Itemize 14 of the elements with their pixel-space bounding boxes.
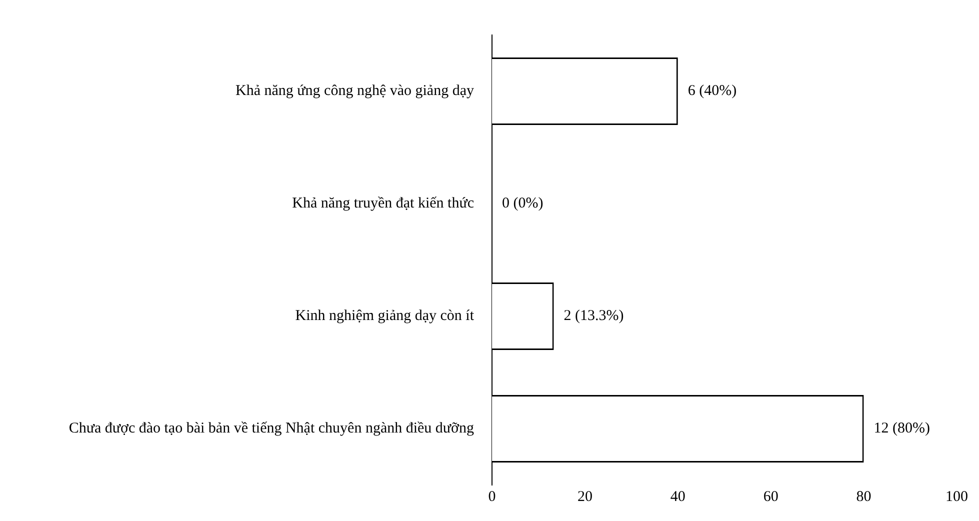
- y-tick-label: Khả năng ứng công nghệ vào giảng dạy: [236, 83, 474, 100]
- x-tick-label: 20: [577, 488, 592, 505]
- x-tick-label: 40: [670, 488, 686, 505]
- data-label: 2 (13.3%): [564, 308, 624, 324]
- x-tick-label: 60: [763, 488, 778, 505]
- y-tick-label: Chưa được đào tạo bài bản về tiếng Nhật chuyên ngành điều dưỡng: [68, 420, 474, 437]
- data-label: 12 (80%): [874, 420, 930, 437]
- x-tick-label: 80: [856, 488, 872, 505]
- y-tick-label: Khả năng truyền đạt kiến thức: [292, 196, 474, 212]
- data-label: 6 (40%): [688, 83, 737, 100]
- y-tick-label: Kinh nghiệm giảng dạy còn ít: [295, 308, 475, 324]
- x-tick-label: 100: [946, 488, 968, 505]
- x-tick-label: 0: [488, 488, 496, 505]
- data-label: 0 (0%): [502, 196, 544, 212]
